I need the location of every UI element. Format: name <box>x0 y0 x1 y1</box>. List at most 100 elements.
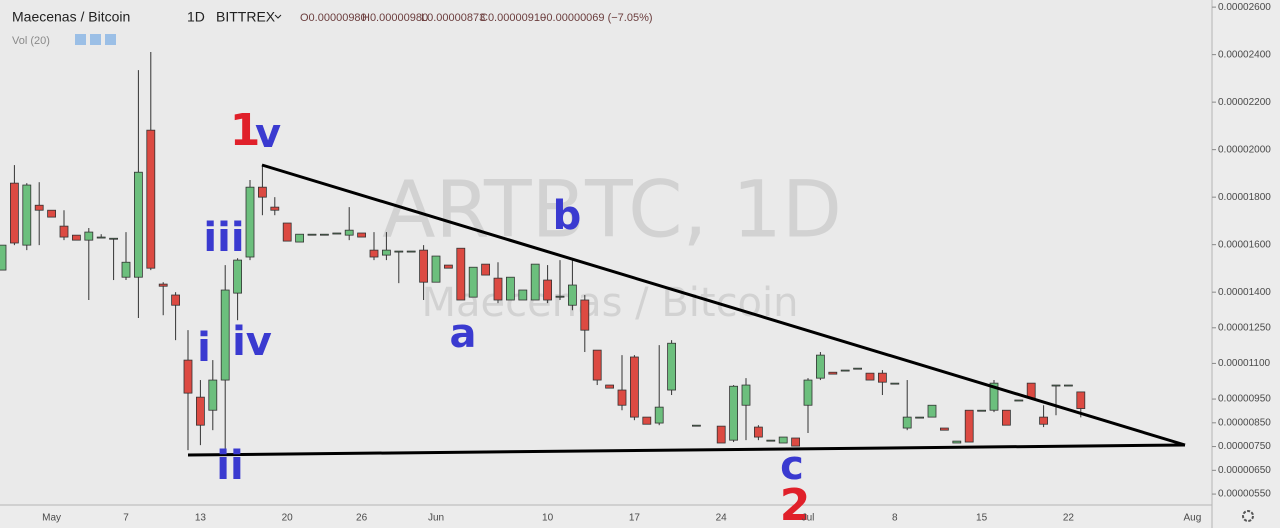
candle-body <box>1076 391 1086 409</box>
candle-body <box>1002 409 1011 426</box>
candle-body <box>853 367 862 370</box>
x-tick-label: Aug <box>1184 513 1202 524</box>
candle-body <box>766 439 776 442</box>
candle-body <box>778 436 788 444</box>
trend-line <box>187 443 1186 457</box>
candle-body <box>146 129 156 269</box>
candle-body <box>840 369 850 372</box>
x-tick-label: 8 <box>892 513 898 524</box>
candle-body <box>394 250 404 253</box>
ohlc-low: L0.00000873 <box>421 12 485 24</box>
y-tick-label: 0.00002200 <box>1218 97 1271 108</box>
annotation: v <box>255 111 281 157</box>
candle-body <box>431 255 441 283</box>
annotation: iii <box>203 215 244 261</box>
y-tick-label: 0.00002600 <box>1218 2 1271 13</box>
indicator-remove[interactable] <box>105 34 116 45</box>
candle-body <box>518 289 528 301</box>
candle-body <box>878 372 887 383</box>
candle-body <box>865 372 875 381</box>
candle-body <box>369 249 379 258</box>
candle-body <box>84 231 94 241</box>
candle-body <box>654 406 664 424</box>
candle-body <box>406 250 416 253</box>
candle-body <box>493 277 503 301</box>
candle-body <box>468 266 478 298</box>
dropdown-icon[interactable] <box>274 14 282 19</box>
candle-body <box>270 206 280 211</box>
x-tick-label: 22 <box>1063 513 1075 524</box>
y-tick-label: 0.00001250 <box>1218 322 1271 333</box>
candle-body <box>282 222 292 242</box>
candle-body <box>220 289 230 381</box>
y-tick-label: 0.00002000 <box>1218 144 1271 155</box>
candle-body <box>642 416 652 425</box>
candle-body <box>307 233 317 236</box>
candle-body <box>332 232 342 235</box>
candle-body <box>381 249 391 256</box>
candle-body <box>630 356 639 418</box>
candle-body <box>977 409 986 412</box>
candle-body <box>121 261 131 278</box>
candle-body <box>940 427 949 431</box>
x-tick-label: May <box>42 513 61 524</box>
candle-body <box>319 233 329 236</box>
candle-body <box>183 359 193 394</box>
y-tick-label: 0.00001800 <box>1218 192 1271 203</box>
candle-body <box>617 389 627 406</box>
candle-body <box>357 232 367 238</box>
y-tick-label: 0.00000750 <box>1218 441 1271 452</box>
annotation: b <box>553 193 582 239</box>
candle-body <box>34 204 44 211</box>
candle-body <box>22 184 32 246</box>
candle-body <box>580 299 590 331</box>
candle-body <box>543 279 552 301</box>
candle-body <box>692 424 701 427</box>
candle-body <box>208 379 218 411</box>
candle-body <box>915 416 924 419</box>
x-tick-label: Jun <box>428 513 444 524</box>
indicator-hide[interactable] <box>75 34 86 45</box>
candle-body <box>1064 384 1073 387</box>
candle-body <box>741 384 751 406</box>
price-axis <box>1212 0 1280 528</box>
candle-body <box>989 382 999 411</box>
candle-body <box>72 234 81 241</box>
candle-body <box>592 349 602 381</box>
candles <box>0 52 1086 451</box>
exchange[interactable]: BITTREX <box>216 9 276 25</box>
candle-body <box>729 385 738 441</box>
volume-indicator[interactable]: Vol (20) <box>12 35 50 47</box>
settings-icon[interactable] <box>1242 510 1254 522</box>
annotation: iv <box>232 319 272 365</box>
candle-body <box>171 294 181 306</box>
candle-body <box>754 426 763 438</box>
candle-body <box>245 186 255 258</box>
candle-body <box>1039 416 1048 425</box>
candle-body <box>555 295 565 298</box>
y-tick-label: 0.00001100 <box>1218 358 1271 369</box>
candle-body <box>890 382 900 385</box>
candle-body <box>530 263 540 301</box>
y-tick-label: 0.00001600 <box>1218 239 1271 250</box>
candle-body <box>927 404 937 418</box>
ohlc-close: C0.00000910 <box>480 12 546 24</box>
candle-body <box>0 244 7 271</box>
y-tick-label: 0.00002400 <box>1218 49 1271 60</box>
symbol[interactable]: Maecenas / Bitcoin <box>12 9 130 25</box>
candle-body <box>568 284 577 306</box>
candle-body <box>109 237 118 240</box>
candle-body <box>233 259 243 294</box>
candle-body <box>195 396 205 426</box>
y-tick-label: 0.00000550 <box>1218 489 1271 500</box>
y-tick-label: 0.00000650 <box>1218 465 1271 476</box>
candle-body <box>59 225 69 238</box>
ohlc-open: O0.00000980 <box>300 12 367 24</box>
candle-body <box>952 440 962 444</box>
indicator-settings[interactable] <box>90 34 101 45</box>
candle-body <box>443 264 453 269</box>
annotation: 1 <box>230 105 261 156</box>
interval[interactable]: 1D <box>187 9 205 25</box>
x-tick-label: 17 <box>629 513 641 524</box>
candle-body <box>419 249 429 283</box>
